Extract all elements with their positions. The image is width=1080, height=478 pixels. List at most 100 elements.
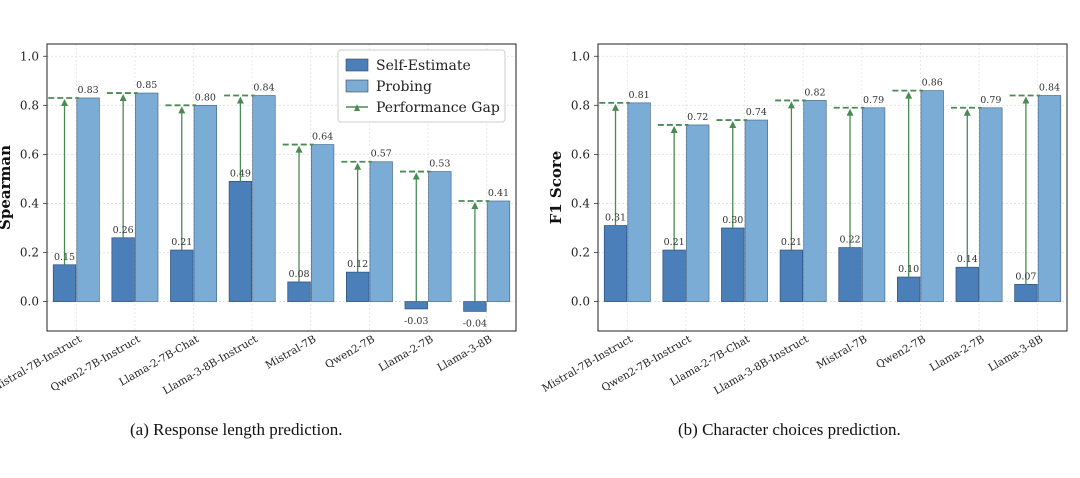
gap-arrowhead (295, 145, 303, 153)
legend-probing-swatch (345, 79, 369, 93)
probing-bar (744, 119, 768, 302)
self-estimate-value-label: 0.21 (781, 237, 802, 248)
x-tick-label: Llama-3-8B (435, 333, 494, 374)
probing-value-label: 0.64 (312, 132, 333, 143)
self-estimate-bar (721, 227, 745, 302)
gap-arrowhead (471, 201, 479, 209)
y-tick-label: 1.0 (571, 49, 590, 63)
caption-a: (a) Response length prediction. (130, 420, 343, 439)
plot-frame (597, 43, 1068, 332)
self-estimate-value-label: 0.31 (605, 213, 626, 224)
gap-arrowhead (846, 108, 854, 116)
chart-panel-2: 0.0 0.2 0.4 0.6 0.8 1.0 0.31 0.81 Mistral-7B-Ins… (540, 43, 1068, 397)
probing-value-label: 0.72 (687, 112, 708, 123)
self-estimate-bar (287, 281, 311, 302)
self-estimate-value-label: 0.21 (171, 237, 192, 248)
self-estimate-bar (463, 301, 487, 312)
probing-bar (486, 200, 511, 302)
y-tick-label: 0.6 (571, 147, 590, 161)
chart-panel-1: 0.0 0.2 0.4 0.6 0.8 1.0 0.15 0.83 Mistral-7B-Ins… (0, 43, 517, 397)
legend-performance-gap-label: Performance Gap (376, 100, 500, 116)
probing-value-label: 0.79 (980, 95, 1001, 106)
self-estimate-value-label: 0.30 (722, 215, 743, 226)
self-estimate-value-label: 0.21 (664, 237, 685, 248)
self-estimate-value-label: 0.08 (288, 269, 309, 280)
self-estimate-value-label: -0.04 (463, 318, 487, 329)
gap-arrowhead (236, 96, 244, 104)
x-tick-label: Llama-2-7B (928, 333, 987, 374)
probing-bar (252, 95, 276, 302)
self-estimate-bar (779, 249, 804, 302)
self-estimate-bar (170, 249, 194, 302)
self-estimate-value-label: -0.03 (404, 316, 428, 327)
probing-bar (686, 124, 710, 302)
y-tick-label: 0.0 (20, 295, 39, 309)
legend-probing-label: Probing (376, 79, 432, 95)
x-tick-label: Llama-3-8B-Instruct (712, 333, 811, 397)
probing-bar (369, 161, 393, 302)
y-tick-label: 0.4 (20, 196, 39, 210)
y-axis-label: Spearman (0, 145, 14, 230)
probing-bar (803, 100, 827, 302)
caption-b: (b) Character choices prediction. (678, 420, 901, 439)
x-tick-label: Qwen2-7B (874, 333, 928, 371)
probing-value-label: 0.83 (78, 85, 99, 96)
self-estimate-value-label: 0.49 (230, 168, 251, 179)
probing-value-label: 0.85 (136, 80, 157, 91)
gap-arrowhead (670, 125, 678, 133)
self-estimate-value-label: 0.15 (54, 252, 75, 263)
x-tick-label: Llama-3-8B (986, 333, 1045, 374)
self-estimate-value-label: 0.22 (839, 235, 860, 246)
self-estimate-bar (662, 249, 686, 302)
x-tick-label: Qwen2-7B (323, 333, 377, 371)
self-estimate-bar (404, 301, 428, 310)
y-tick-label: 0.8 (20, 98, 39, 112)
y-tick-label: 0.2 (571, 246, 590, 260)
self-estimate-value-label: 0.07 (1015, 271, 1036, 282)
probing-value-label: 0.53 (429, 159, 450, 170)
self-estimate-bar (955, 266, 979, 302)
legend-performance-gap-marker (354, 104, 360, 111)
gap-arrowhead (1022, 96, 1030, 104)
probing-bar (193, 104, 217, 302)
probing-value-label: 0.84 (253, 83, 274, 94)
probing-value-label: 0.80 (195, 92, 216, 103)
y-tick-label: 0.4 (571, 196, 590, 210)
x-tick-label: Llama-3-8B-Instruct (161, 333, 260, 397)
probing-bar (920, 90, 944, 302)
self-estimate-bar (897, 276, 921, 302)
gap-arrowhead (178, 106, 186, 114)
self-estimate-value-label: 0.10 (898, 264, 919, 275)
gap-arrowhead (729, 121, 737, 129)
y-axis-label: F1 Score (547, 151, 565, 225)
probing-bar (627, 102, 651, 302)
x-tick-label: Mistral-7B (815, 333, 870, 372)
self-estimate-bar (838, 247, 862, 302)
y-tick-label: 0.2 (20, 246, 39, 260)
probing-value-label: 0.74 (746, 107, 767, 118)
gap-arrowhead (787, 101, 795, 109)
self-estimate-bar (111, 237, 135, 302)
self-estimate-bar (346, 271, 370, 302)
gap-arrowhead (963, 108, 971, 116)
self-estimate-value-label: 0.26 (113, 225, 134, 236)
probing-value-label: 0.41 (488, 188, 509, 199)
probing-value-label: 0.57 (371, 149, 392, 160)
gap-arrowhead (119, 94, 127, 102)
x-tick-label: Mistral-7B-Instruct (0, 333, 84, 395)
y-tick-label: 0.6 (20, 147, 39, 161)
probing-bar (979, 107, 1003, 302)
legend: Self-Estimate Probing Performance Gap (337, 49, 506, 123)
x-tick-label: Llama-2-7B (377, 333, 436, 374)
probing-bar (135, 92, 159, 302)
probing-value-label: 0.79 (863, 95, 884, 106)
gap-arrowhead (354, 162, 362, 170)
probing-value-label: 0.81 (629, 90, 650, 101)
y-tick-label: 0.8 (571, 98, 590, 112)
legend-box (337, 49, 506, 123)
gap-arrowhead (612, 103, 620, 111)
probing-bar (861, 107, 886, 302)
self-estimate-value-label: 0.12 (347, 259, 368, 270)
probing-value-label: 0.82 (804, 87, 825, 98)
